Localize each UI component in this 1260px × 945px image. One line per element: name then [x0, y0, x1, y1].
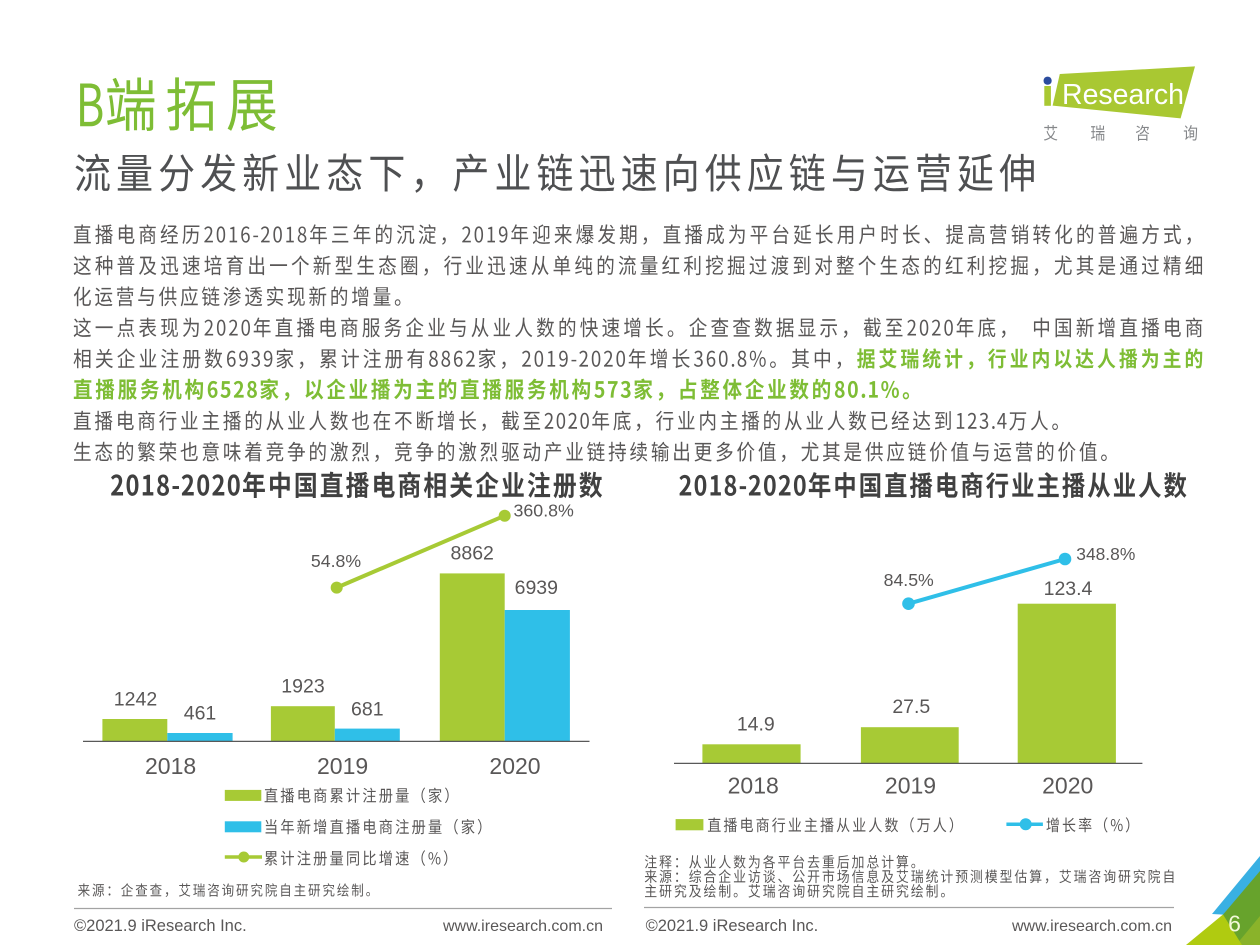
svg-text:www.iresearch.com.cn: www.iresearch.com.cn [1011, 918, 1172, 935]
svg-text:©2021.9 iResearch Inc.: ©2021.9 iResearch Inc. [74, 917, 247, 935]
svg-text:2018: 2018 [145, 753, 196, 779]
svg-text:2019: 2019 [317, 753, 368, 779]
svg-text:8862: 8862 [451, 543, 494, 565]
svg-text:www.iresearch.com.cn: www.iresearch.com.cn [442, 918, 603, 935]
svg-text:123.4: 123.4 [1044, 578, 1093, 600]
svg-text:2020: 2020 [489, 753, 540, 779]
svg-text:14.9: 14.9 [737, 714, 775, 736]
svg-text:6939: 6939 [515, 577, 558, 599]
svg-text:681: 681 [351, 699, 384, 721]
svg-text:2019: 2019 [885, 773, 936, 799]
svg-text:27.5: 27.5 [892, 696, 930, 718]
svg-text:1923: 1923 [281, 676, 324, 698]
svg-text:1242: 1242 [114, 689, 157, 711]
svg-text:©2021.9 iResearch Inc.: ©2021.9 iResearch Inc. [646, 917, 819, 935]
svg-text:Research: Research [1062, 79, 1184, 111]
svg-text:2018: 2018 [728, 773, 779, 799]
svg-text:360.8%: 360.8% [514, 501, 574, 521]
svg-text:348.8%: 348.8% [1076, 544, 1135, 564]
svg-text:6: 6 [1228, 911, 1241, 937]
svg-text:461: 461 [184, 703, 217, 725]
svg-text:54.8%: 54.8% [311, 551, 361, 571]
svg-text:84.5%: 84.5% [884, 570, 934, 590]
svg-text:2020: 2020 [1042, 773, 1093, 799]
